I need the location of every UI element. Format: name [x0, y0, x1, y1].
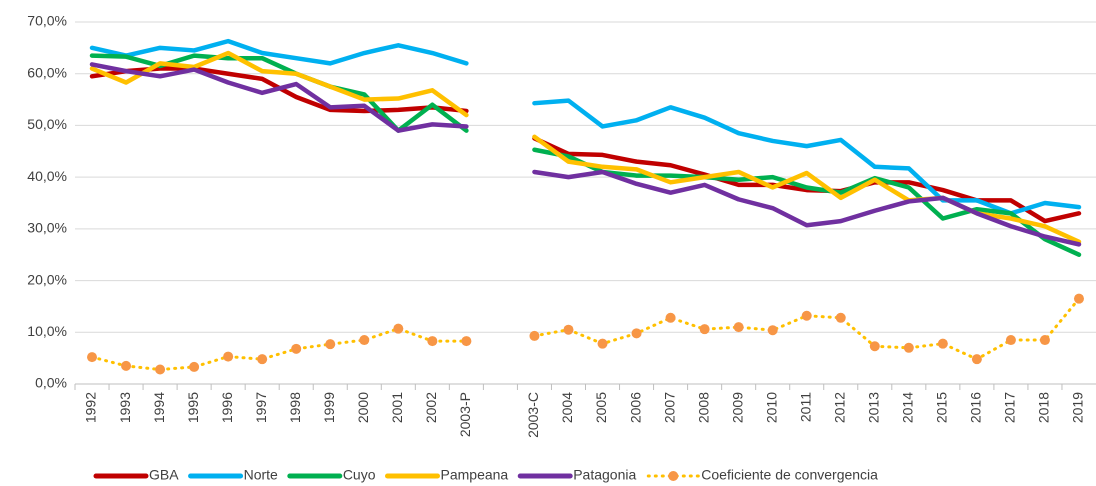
series-line	[90, 297, 1081, 372]
point-marker	[1005, 335, 1016, 346]
x-tick-label: 2012	[831, 392, 847, 423]
x-tick-label: 2008	[695, 392, 711, 423]
point-marker	[733, 322, 744, 333]
x-tick-label: 2002	[423, 392, 439, 423]
point-marker	[665, 312, 676, 323]
point-marker	[971, 354, 982, 365]
point-marker	[563, 324, 574, 335]
legend-label: Coeficiente de convergencia	[701, 467, 878, 483]
point-marker	[835, 312, 846, 323]
x-tick-label: 2016	[968, 392, 984, 423]
legend-label: Pampeana	[441, 467, 509, 483]
y-tick-label: 40,0%	[27, 168, 67, 184]
point-marker	[427, 336, 438, 347]
legend-label: Cuyo	[343, 467, 376, 483]
x-tick-label: 1996	[219, 392, 235, 423]
point-marker	[461, 336, 472, 347]
point-marker	[699, 324, 710, 335]
point-marker	[291, 343, 302, 354]
x-tick-label: 1995	[185, 392, 201, 423]
x-tick-label: 2003-P	[457, 392, 473, 437]
x-tick-label: 2014	[900, 392, 916, 423]
legend-label: GBA	[149, 467, 179, 483]
legend-label: Norte	[244, 467, 278, 483]
point-marker	[121, 360, 132, 371]
x-tick-label: 2011	[797, 392, 813, 422]
x-tick-label: 2003-C	[525, 392, 541, 438]
series-line	[89, 38, 1082, 216]
x-tick-label: 2019	[1070, 392, 1086, 423]
point-marker	[325, 339, 336, 350]
x-tick-label: 2004	[559, 392, 575, 423]
x-tick-label: 2000	[355, 392, 371, 423]
point-marker	[767, 325, 778, 336]
x-tick-label: 1992	[83, 392, 99, 423]
point-marker	[801, 310, 812, 321]
point-marker	[87, 352, 98, 363]
point-marker	[155, 364, 166, 375]
y-tick-label: 50,0%	[27, 116, 67, 132]
x-tick-label: 1999	[321, 392, 337, 423]
x-tick-label: 2005	[593, 392, 609, 423]
point-marker	[869, 341, 880, 352]
x-tick-label: 2010	[763, 392, 779, 423]
point-marker	[597, 338, 608, 349]
point-marker	[393, 323, 404, 334]
point-marker	[359, 335, 370, 346]
x-tick-label: 2013	[865, 392, 881, 423]
point-marker	[223, 351, 234, 362]
legend-marker	[668, 471, 679, 481]
x-tick-label: 2018	[1036, 392, 1052, 423]
y-tick-label: 60,0%	[27, 64, 67, 80]
point-marker	[1039, 335, 1050, 346]
y-tick-label: 0,0%	[35, 375, 67, 391]
legend-label: Patagonia	[573, 467, 636, 483]
y-tick-label: 10,0%	[27, 323, 67, 339]
x-tick-label: 2001	[389, 392, 405, 423]
point-marker	[529, 330, 540, 341]
x-tick-label: 1998	[287, 392, 303, 423]
series-line	[89, 62, 1082, 247]
point-marker	[631, 328, 642, 339]
x-tick-label: 2006	[627, 392, 643, 423]
x-tick-label: 1993	[117, 392, 133, 423]
y-tick-label: 20,0%	[27, 271, 67, 287]
x-tick-label: 2017	[1002, 392, 1018, 423]
point-marker	[257, 354, 268, 365]
y-tick-label: 30,0%	[27, 220, 67, 236]
point-marker	[1073, 293, 1084, 304]
x-tick-label: 2015	[934, 392, 950, 423]
point-marker	[903, 342, 914, 353]
x-tick-label: 2009	[729, 392, 745, 423]
x-tick-label: 1997	[253, 392, 269, 423]
series-line	[89, 50, 1082, 245]
point-marker	[189, 361, 200, 372]
point-marker	[937, 338, 948, 349]
y-tick-label: 70,0%	[27, 13, 67, 29]
x-tick-label: 1994	[151, 392, 167, 423]
x-tick-label: 2007	[661, 392, 677, 423]
